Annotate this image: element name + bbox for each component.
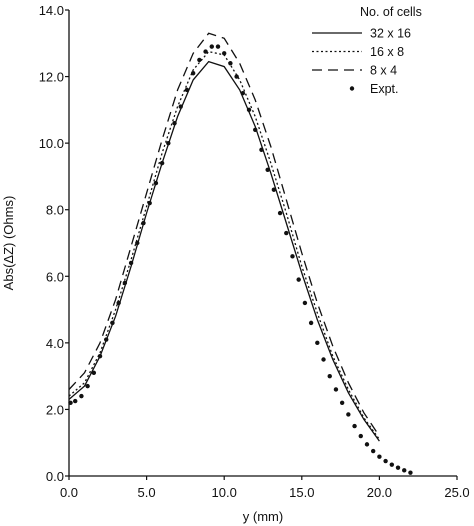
data-point — [296, 277, 301, 282]
data-point — [178, 104, 183, 109]
data-point — [215, 44, 221, 49]
y-tick-label: 8.0 — [46, 203, 64, 218]
data-point — [159, 160, 165, 166]
data-point — [172, 120, 177, 126]
data-point — [110, 320, 115, 326]
x-tick-label: 10.0 — [212, 485, 237, 500]
x-axis-title: y (mm) — [243, 509, 283, 524]
data-point — [97, 353, 103, 359]
data-point — [73, 398, 78, 404]
legend-label: 32 x 16 — [370, 27, 411, 41]
legend-swatch — [349, 86, 355, 91]
series-expt — [68, 44, 413, 475]
axes — [68, 10, 457, 477]
data-point — [85, 383, 90, 389]
data-point — [308, 320, 314, 326]
series-line-16-x-8 — [68, 50, 380, 440]
data-point — [203, 49, 208, 54]
data-point — [228, 61, 233, 66]
data-point — [339, 400, 345, 405]
data-point — [104, 337, 109, 342]
data-point — [346, 412, 351, 417]
data-point — [395, 465, 401, 470]
x-tick-label: 20.0 — [367, 485, 392, 500]
y-tick-label: 6.0 — [46, 269, 64, 284]
data-point — [135, 240, 140, 246]
x-tick-label: 15.0 — [289, 485, 314, 500]
data-point — [128, 260, 134, 266]
data-point — [408, 470, 413, 475]
data-point — [290, 254, 295, 259]
data-point — [190, 71, 196, 76]
data-point — [402, 468, 407, 473]
x-ticks: 0.0 5.0 10.0 15.0 20.0 25.0 — [60, 476, 470, 500]
data-point — [153, 180, 159, 186]
legend: No. of cells 32 x 16 16 x 8 8 x 4 Expt. — [312, 5, 422, 96]
legend-title: No. of cells — [360, 5, 422, 19]
data-point — [302, 300, 308, 306]
y-tick-label: 14.0 — [39, 3, 64, 18]
data-point — [141, 220, 146, 226]
data-point — [246, 107, 252, 113]
data-point — [122, 280, 128, 286]
series-line-8-x-4 — [68, 32, 380, 437]
y-tick-label: 4.0 — [46, 336, 64, 351]
y-tick-label: 10.0 — [39, 136, 64, 151]
data-point — [209, 44, 214, 49]
data-point — [370, 448, 376, 454]
data-point — [147, 200, 152, 206]
data-point — [364, 442, 370, 447]
data-point — [166, 140, 171, 146]
series-layer — [68, 32, 413, 475]
data-point — [315, 340, 320, 346]
data-point — [321, 357, 326, 362]
y-ticks: 0.0 2.0 4.0 6.0 8.0 10.0 12.0 14.0 — [39, 3, 69, 484]
data-point — [358, 433, 363, 439]
data-point — [222, 51, 227, 56]
x-tick-label: 25.0 — [444, 485, 469, 500]
legend-label: Expt. — [370, 82, 399, 96]
y-axis-title: Abs(ΔZ) (Ohms) — [1, 196, 16, 291]
data-point — [327, 373, 332, 379]
data-point — [333, 387, 339, 392]
y-tick-label: 0.0 — [46, 469, 64, 484]
data-point — [352, 423, 357, 429]
data-point — [253, 127, 258, 133]
data-point — [91, 370, 97, 376]
y-tick-label: 2.0 — [46, 402, 64, 417]
y-tick-label: 12.0 — [39, 70, 64, 85]
x-tick-label: 0.0 — [60, 485, 78, 500]
data-point — [284, 230, 289, 236]
data-point — [265, 167, 270, 172]
data-point — [184, 87, 190, 93]
data-point — [116, 300, 121, 306]
data-point — [240, 91, 246, 96]
data-point — [271, 187, 277, 192]
data-point — [277, 210, 283, 216]
data-point — [259, 147, 264, 152]
data-point — [383, 458, 388, 464]
legend-items: 32 x 16 16 x 8 8 x 4 Expt. — [312, 27, 411, 96]
data-point — [377, 454, 382, 459]
legend-label: 8 x 4 — [370, 64, 397, 78]
data-point — [68, 400, 73, 405]
x-tick-label: 5.0 — [138, 485, 156, 500]
data-point — [197, 57, 202, 63]
data-point — [389, 462, 395, 467]
legend-label: 16 x 8 — [370, 45, 404, 59]
data-point — [234, 74, 239, 79]
data-point — [79, 393, 84, 399]
series-line-32-x-16 — [68, 60, 380, 442]
